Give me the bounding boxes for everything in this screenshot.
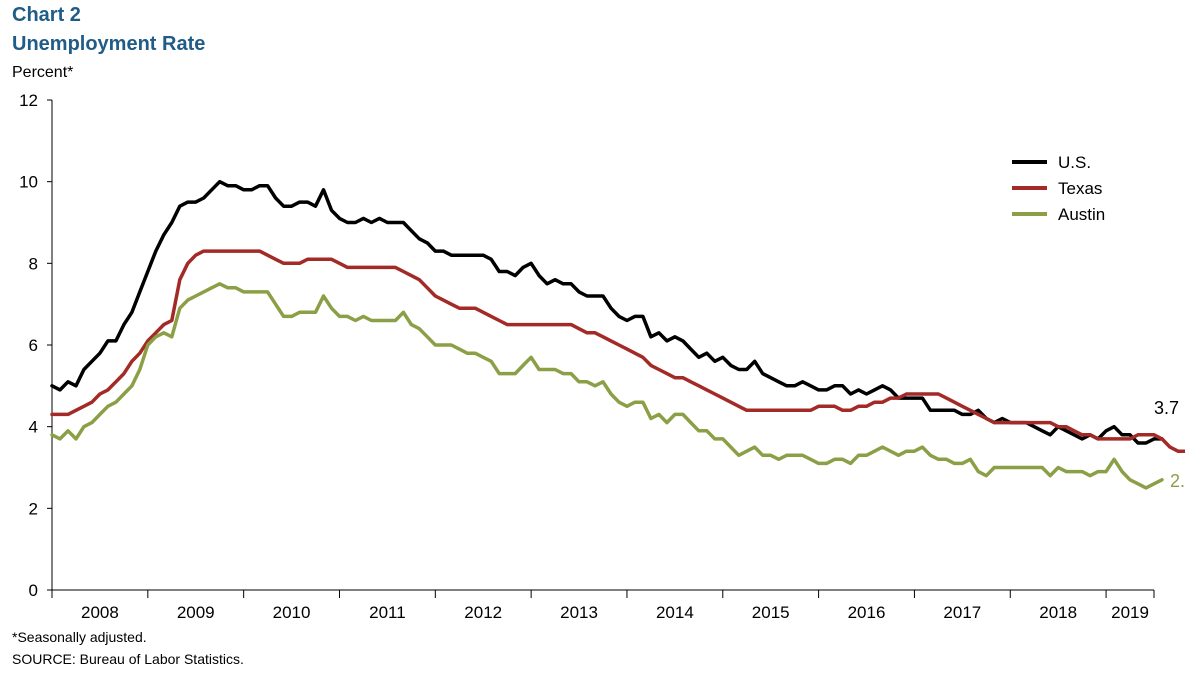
x-tick-label: 2019 xyxy=(1111,603,1149,622)
y-tick-label: 10 xyxy=(19,173,38,192)
y-axis-unit-label: Percent* xyxy=(12,64,74,81)
legend-label-austin: Austin xyxy=(1058,205,1105,224)
x-tick-label: 2018 xyxy=(1039,603,1077,622)
x-tick-label: 2011 xyxy=(369,603,406,622)
series-line-texas xyxy=(50,249,1185,453)
legend-label-texas: Texas xyxy=(1058,179,1102,198)
source-note: SOURCE: Bureau of Labor Statistics. xyxy=(12,651,244,667)
y-tick-label: 8 xyxy=(29,254,38,273)
x-tick-label: 2013 xyxy=(560,603,598,622)
end-labels: 3.73.42.7 xyxy=(1154,398,1185,491)
y-tick-label: 12 xyxy=(19,91,38,110)
x-tick-label: 2009 xyxy=(177,603,215,622)
y-tick-label: 4 xyxy=(29,418,38,437)
series-line-austin xyxy=(50,282,1164,490)
x-tick-label: 2015 xyxy=(752,603,790,622)
legend: U.S. Texas Austin xyxy=(1012,153,1105,224)
y-tick-label: 6 xyxy=(29,336,38,355)
y-tick-label: 2 xyxy=(29,499,38,518)
end-value-label-u-s: 3.7 xyxy=(1154,398,1179,418)
x-tick-label: 2012 xyxy=(464,603,502,622)
chart-title: Unemployment Rate xyxy=(12,33,206,55)
chart-number: Chart 2 xyxy=(12,4,81,26)
series-line-u-s xyxy=(50,179,1164,445)
x-tick-label: 2017 xyxy=(943,603,981,622)
x-tick-label: 2008 xyxy=(81,603,119,622)
footnote: *Seasonally adjusted. xyxy=(12,629,147,645)
x-tick-label: 2014 xyxy=(656,603,694,622)
y-tick-label: 0 xyxy=(29,581,38,600)
end-value-label-austin: 2.7 xyxy=(1170,471,1185,491)
x-tick-label: 2016 xyxy=(848,603,886,622)
legend-label-u-s: U.S. xyxy=(1058,153,1091,172)
series-layer xyxy=(50,179,1185,490)
axes: 0 2 4 6 8 10 12 2008 2009 2010 2011 2012 2013 2014 201… xyxy=(19,91,1155,622)
x-tick-label: 2010 xyxy=(273,603,311,622)
